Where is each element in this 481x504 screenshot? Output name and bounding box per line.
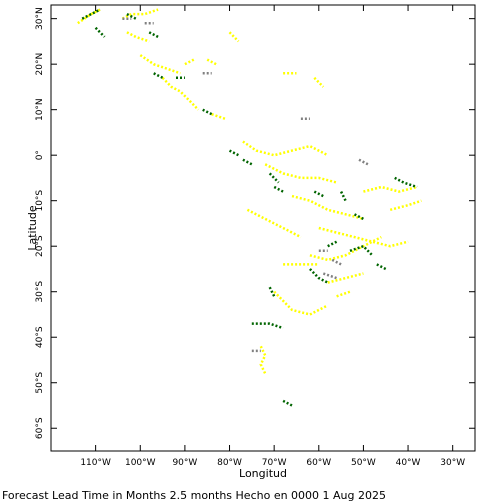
- data-layer: [77, 8, 422, 407]
- green-segment-10: [273, 185, 284, 193]
- yellow-segment-11: [242, 140, 329, 157]
- green-segment-2: [126, 12, 137, 20]
- yellow-segment-13: [291, 194, 364, 221]
- yellow-segment-16: [309, 235, 382, 262]
- green-segment-5: [153, 72, 164, 79]
- green-segment-18: [268, 286, 276, 297]
- y-tick-label: 0°: [35, 150, 45, 160]
- yellow-segment-7: [206, 58, 217, 66]
- x-tick-label: 50°W: [351, 458, 376, 468]
- y-tick-label: 10°S: [35, 190, 45, 212]
- x-tick-label: 60°W: [306, 458, 331, 468]
- yellow-segment-14: [318, 226, 409, 248]
- y-tick-label: 30°S: [35, 281, 45, 303]
- green-segment-12: [339, 191, 347, 202]
- yellow-segment-22: [363, 185, 418, 193]
- x-axis-title: Longitud: [239, 467, 287, 480]
- green-segment-11: [313, 190, 324, 198]
- yellow-segment-1: [121, 8, 159, 20]
- gray-segment-4: [358, 158, 369, 166]
- x-tick-label: 70°W: [262, 458, 287, 468]
- y-tick-label: 20°S: [35, 235, 45, 257]
- yellow-segment-15: [246, 208, 302, 239]
- green-segment-6: [202, 108, 213, 116]
- green-segment-13: [353, 213, 364, 221]
- x-tick-label: 40°W: [396, 458, 421, 468]
- y-tick-label: 10°N: [35, 98, 45, 121]
- yellow-segment-21: [259, 345, 267, 375]
- gray-segment-6: [331, 258, 342, 266]
- green-segment-16: [376, 263, 387, 271]
- green-segment-8: [242, 158, 253, 166]
- green-segment-17: [309, 268, 329, 284]
- y-tick-label: 20°N: [35, 53, 45, 76]
- green-segment-7: [228, 149, 240, 157]
- y-tick-label: 60°S: [35, 417, 45, 439]
- y-axis-title: Latitude: [26, 205, 39, 251]
- footer-caption: Forecast Lead Time in Months 2.5 months …: [2, 489, 387, 502]
- x-tick-label: 90°W: [172, 458, 197, 468]
- yellow-segment-0: [77, 8, 101, 25]
- green-segment-20: [282, 399, 293, 407]
- yellow-segment-6: [184, 58, 195, 66]
- yellow-segment-19: [273, 290, 329, 316]
- x-tick-label: 80°W: [217, 458, 242, 468]
- axis-ticks: 110°W 100°W 90°W 80°W 70°W 60°W 50°W 40°W 30°W 30…: [35, 5, 475, 468]
- y-tick-label: 30°N: [35, 7, 45, 30]
- x-tick-label: 30°W: [440, 458, 465, 468]
- plot-frame: [50, 4, 476, 452]
- green-segment-3: [148, 31, 159, 39]
- y-tick-label: 40°S: [35, 326, 45, 348]
- green-segment-14: [327, 240, 338, 248]
- x-tick-label: 110°W: [80, 458, 111, 468]
- yellow-segment-3: [139, 54, 181, 75]
- y-tick-label: 50°S: [35, 372, 45, 394]
- yellow-segment-4: [161, 76, 200, 111]
- x-tick-label: 100°W: [125, 458, 156, 468]
- green-segment-19: [251, 322, 284, 330]
- green-segment-15: [349, 244, 374, 257]
- yellow-segment-12: [264, 163, 337, 184]
- green-segment-0: [81, 8, 101, 20]
